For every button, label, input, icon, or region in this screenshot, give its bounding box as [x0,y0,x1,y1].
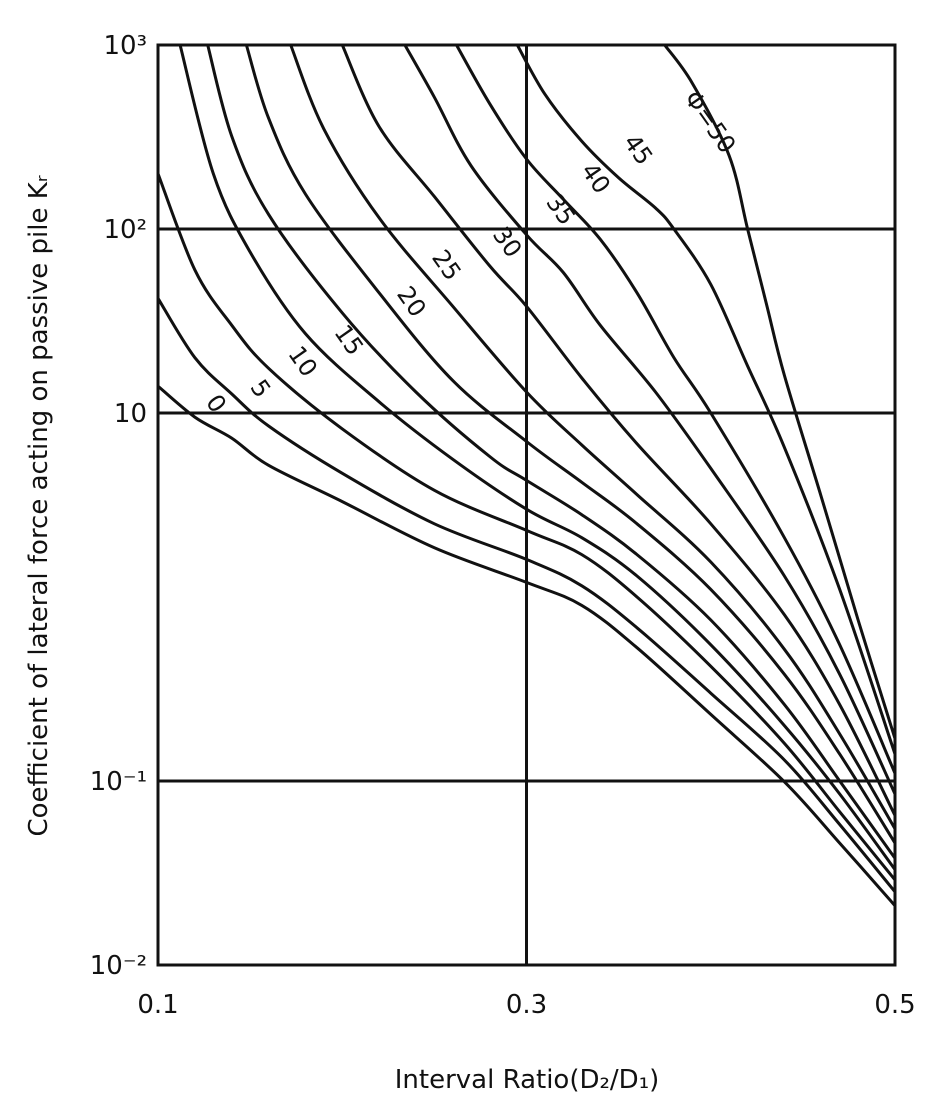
grid-lines [156,43,897,967]
x-tick-labels: 0.1 0.3 0.5 [137,990,915,1020]
curve-label: Φ=50 [678,86,741,159]
series-line [289,44,897,830]
x-tick-label: 0.5 [874,990,915,1020]
curve-label: 5 [245,374,277,403]
series-line [455,44,897,774]
series-curves [156,44,897,907]
series-line [663,44,897,740]
y-tick-labels: 10³ 10² 10 10⁻¹ 10⁻² [90,31,147,981]
y-tick-label: 10³ [103,31,147,61]
x-tick-label: 0.1 [137,990,178,1020]
series-line [156,297,897,893]
plot-frame [156,43,897,967]
series-line [244,44,897,844]
series-line [157,384,897,907]
series-line [206,44,897,860]
x-axis-title: Interval Ratio(D₂/D₁) [395,1065,660,1095]
curve-label: 25 [426,245,466,286]
y-axis-title: Coefficient of lateral force acting on p… [24,175,54,836]
y-tick-label: 10⁻² [90,951,147,981]
y-tick-label: 10 [114,399,147,429]
curve-label: 40 [575,158,615,199]
y-tick-label: 10² [103,215,147,245]
series-line [403,44,897,795]
series-line [156,173,897,881]
y-tick-label: 10⁻¹ [90,767,147,797]
curve-label: 15 [329,320,369,361]
x-tick-label: 0.3 [506,990,547,1020]
curve-label: 45 [618,129,658,170]
series-line [515,44,897,755]
series-line [178,44,897,871]
series-line [340,44,897,817]
curve-label: 35 [540,189,580,230]
